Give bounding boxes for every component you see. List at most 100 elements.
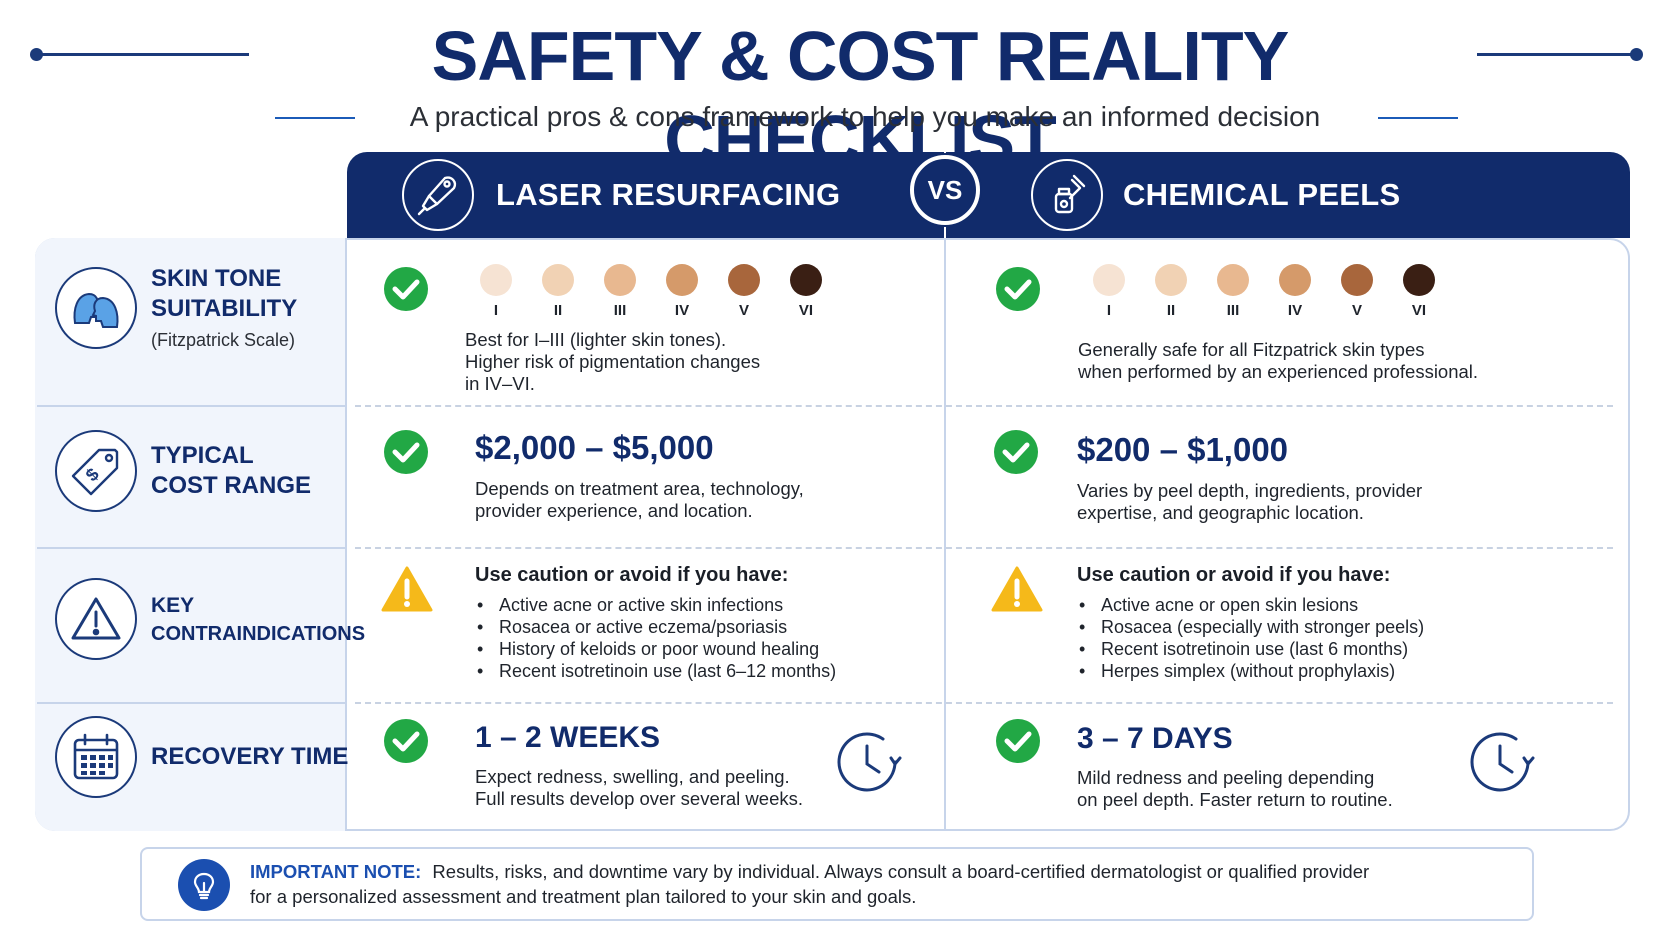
skin-tone-swatch: I	[1078, 264, 1140, 319]
skin-tone-label: V	[738, 302, 749, 319]
laser-skin-tone-desc: Best for I–III (lighter skin tones). Hig…	[465, 329, 837, 395]
list-item: Active acne or active skin infections	[475, 594, 836, 616]
row-separator	[37, 702, 347, 704]
faces-icon	[55, 266, 137, 349]
row-title-line: CONTRAINDICATIONS	[151, 623, 366, 645]
desc-line: Best for I–III (lighter skin tones).	[465, 329, 727, 350]
laser-recovery-desc: Expect redness, swelling, and peeling. F…	[475, 766, 803, 810]
laser-skin-tone-cell: I II III IV V VI Best for I–III (lighter skin…	[465, 264, 837, 395]
column-label-laser: LASER RESURFACING	[496, 177, 841, 212]
list-item: Herpes simplex (without prophylaxis)	[1077, 660, 1424, 682]
skin-tone-dot	[1279, 264, 1311, 296]
page-subtitle: A practical pros & cons framework to hel…	[409, 101, 1321, 132]
price-tag-icon: $	[55, 430, 137, 512]
svg-text:$: $	[82, 464, 103, 485]
row-label-cost: $ TYPICAL COST RANGE	[55, 430, 311, 512]
row-separator-dashed	[355, 547, 1613, 549]
column-divider	[944, 238, 946, 831]
check-icon	[384, 267, 428, 311]
important-note: IMPORTANT NOTE: Results, risks, and down…	[140, 847, 1534, 921]
laser-cost-desc: Depends on treatment area, technology, p…	[475, 478, 804, 522]
check-icon	[996, 267, 1040, 311]
contraindication-list: Active acne or open skin lesionsRosacea …	[1077, 594, 1424, 682]
laser-cost-cell: $2,000 – $5,000 Depends on treatment are…	[475, 428, 804, 522]
skin-tone-label: IV	[1287, 302, 1303, 319]
subtitle-rule-right	[1378, 117, 1458, 119]
dropper-bottle-icon	[1031, 159, 1103, 231]
peels-cost-cell: $200 – $1,000 Varies by peel depth, ingr…	[1077, 430, 1422, 524]
skin-tone-dot	[728, 264, 760, 296]
peels-recovery-cell: 3 – 7 DAYS Mild redness and peeling depe…	[1077, 719, 1393, 811]
skin-tone-swatch: II	[1140, 264, 1202, 319]
peels-recovery-duration: 3 – 7 DAYS	[1077, 722, 1233, 755]
skin-tone-label: VI	[798, 302, 814, 319]
skin-tone-dot	[604, 264, 636, 296]
title-section: SAFETY & COST REALITY CHECKLIST A practi…	[0, 0, 1672, 179]
skin-tone-dot	[1217, 264, 1249, 296]
laser-recovery-duration: 1 – 2 WEEKS	[475, 721, 661, 754]
calendar-icon	[55, 716, 137, 798]
row-title-line: TYPICAL	[151, 442, 254, 469]
clock-icon	[837, 732, 902, 792]
row-label-recovery: RECOVERY TIME	[55, 716, 348, 798]
desc-line: in IV–VI.	[465, 373, 535, 394]
skin-tone-label: V	[1351, 302, 1362, 319]
skin-tone-dot	[542, 264, 574, 296]
skin-tone-label: III	[613, 302, 627, 319]
caution-heading: Use caution or avoid if you have:	[1077, 564, 1391, 586]
row-title-line: SUITABILITY	[151, 295, 298, 322]
skin-tone-swatch: IV	[651, 264, 713, 319]
desc-line: expertise, and geographic location.	[1077, 502, 1364, 523]
peels-cost-desc: Varies by peel depth, ingredients, provi…	[1077, 480, 1422, 524]
column-header-peels: CHEMICAL PEELS	[946, 152, 1630, 238]
laser-contra-cell: Use caution or avoid if you have: Active…	[475, 562, 836, 682]
check-icon	[384, 430, 428, 474]
skin-tone-swatch: VI	[775, 264, 837, 319]
skin-tone-dot	[790, 264, 822, 296]
fitzpatrick-scale: I II III IV V VI	[465, 264, 837, 319]
contraindication-list: Active acne or active skin infectionsRos…	[475, 594, 836, 682]
laser-handpiece-icon	[402, 159, 474, 231]
skin-tone-swatch: III	[1202, 264, 1264, 319]
row-title-line: SKIN TONE	[151, 265, 282, 292]
row-separator-dashed	[355, 702, 1613, 704]
laser-recovery-cell: 1 – 2 WEEKS Expect redness, swelling, an…	[475, 718, 803, 810]
peels-skin-tone-desc: Generally safe for all Fitzpatrick skin …	[1078, 339, 1478, 383]
row-title-line: COST RANGE	[151, 472, 312, 499]
skin-tone-dot	[480, 264, 512, 296]
skin-tone-label: VI	[1411, 302, 1427, 319]
note-line: for a personalized assessment and treatm…	[250, 886, 917, 907]
title-dot-right	[1630, 48, 1643, 61]
skin-tone-swatch: IV	[1264, 264, 1326, 319]
warning-icon	[381, 566, 433, 612]
row-label-contraindications: KEY CONTRAINDICATIONS	[55, 578, 365, 660]
list-item: Recent isotretinoin use (last 6–12 month…	[475, 660, 836, 682]
peels-price: $200 – $1,000	[1077, 431, 1289, 468]
clock-icon	[1470, 732, 1535, 792]
skin-tone-label: IV	[674, 302, 690, 319]
desc-line: when performed by an experienced profess…	[1078, 361, 1479, 382]
check-icon	[384, 719, 428, 763]
skin-tone-swatch: II	[527, 264, 589, 319]
column-label-peels: CHEMICAL PEELS	[1123, 177, 1401, 212]
desc-line: Expect redness, swelling, and peeling.	[475, 766, 790, 787]
peels-recovery-desc: Mild redness and peeling depending on pe…	[1077, 767, 1393, 811]
row-label-skin-tone: SKIN TONE SUITABILITY (Fitzpatrick Scale…	[55, 264, 297, 351]
desc-line: on peel depth. Faster return to routine.	[1077, 789, 1393, 810]
desc-line: Generally safe for all Fitzpatrick skin …	[1078, 339, 1425, 360]
laser-price: $2,000 – $5,000	[475, 429, 714, 466]
row-separator	[37, 405, 347, 407]
skin-tone-label: II	[553, 302, 563, 319]
row-title: RECOVERY TIME	[151, 743, 349, 770]
peels-contra-cell: Use caution or avoid if you have: Active…	[1077, 562, 1424, 682]
skin-tone-swatch: I	[465, 264, 527, 319]
desc-line: provider experience, and location.	[475, 500, 753, 521]
desc-line: Higher risk of pigmentation changes	[465, 351, 761, 372]
skin-tone-label: I	[1106, 302, 1112, 319]
skin-tone-swatch: III	[589, 264, 651, 319]
skin-tone-swatch: VI	[1388, 264, 1450, 319]
warning-triangle-icon	[55, 578, 137, 660]
vs-badge: VS	[910, 155, 980, 225]
skin-tone-dot	[1155, 264, 1187, 296]
skin-tone-swatch: V	[713, 264, 775, 319]
